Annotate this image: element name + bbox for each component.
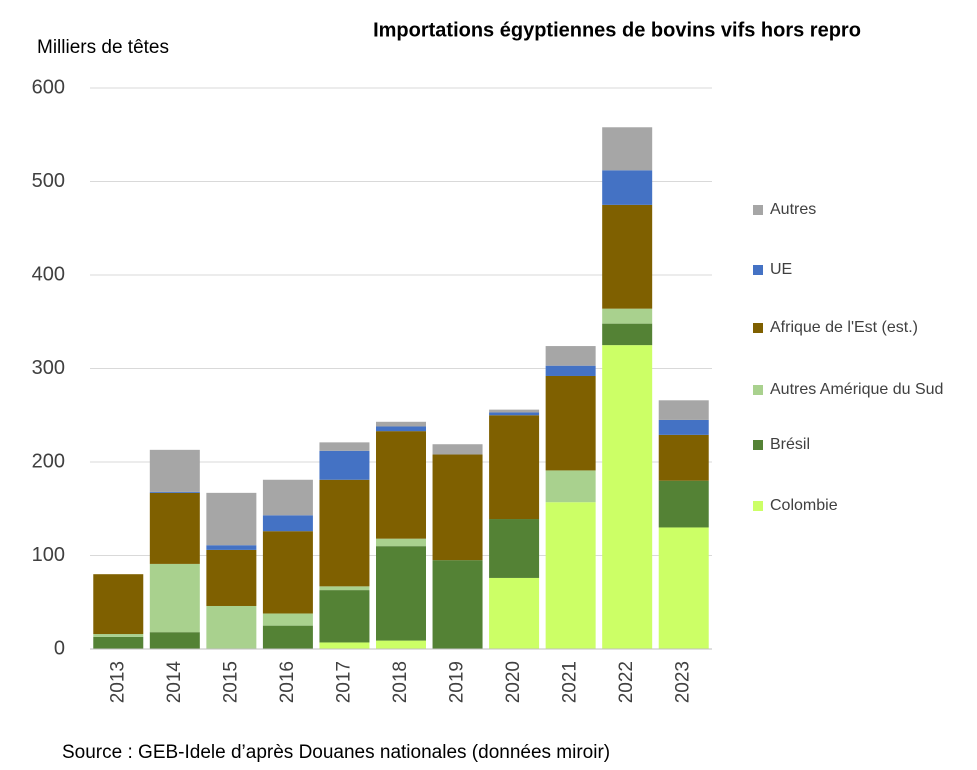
source: Source : GEB-Idele d’après Douanes natio… <box>62 742 610 763</box>
y-tick-label: 200 <box>32 450 65 472</box>
bar-segment <box>376 640 426 649</box>
legend-swatch <box>753 205 763 215</box>
legend-label: Afrique de l'Est (est.) <box>770 319 918 336</box>
legend-swatch <box>753 323 763 333</box>
x-tick-label: 2019 <box>447 661 468 703</box>
bar-segment <box>93 574 144 635</box>
bar-segment <box>376 426 426 432</box>
bar-segment <box>262 515 313 532</box>
bar-segment <box>545 365 596 376</box>
bar-segment <box>545 346 596 366</box>
bar-segment <box>206 605 257 649</box>
bar-segment <box>489 409 540 413</box>
bar-segment <box>489 415 540 520</box>
x-tick-label: 2017 <box>333 661 354 703</box>
x-tick-label: 2018 <box>390 661 411 703</box>
bar-segment <box>602 127 653 171</box>
bar-segment <box>545 375 596 471</box>
bar-segment <box>149 632 200 649</box>
chart-title: Importations égyptiennes de bovins vifs … <box>373 19 861 41</box>
bar-segment <box>149 491 200 493</box>
bar-segment <box>489 519 540 578</box>
bar-segment <box>149 563 200 633</box>
legend-label: Autres <box>770 201 817 218</box>
bar-segment <box>602 204 653 309</box>
legend-label: UE <box>770 261 793 278</box>
bar-segment <box>432 560 483 649</box>
y-tick-label: 0 <box>54 637 65 659</box>
bar-segment <box>432 454 483 561</box>
y-tick-label: 600 <box>32 76 65 98</box>
bar-segment <box>262 479 313 516</box>
x-tick-label: 2015 <box>220 661 241 703</box>
bar-segment <box>658 527 709 649</box>
bar-segment <box>262 531 313 614</box>
y-tick-label: 100 <box>32 544 65 566</box>
bar-segment <box>376 538 426 547</box>
bar-segment <box>602 345 653 649</box>
bar-segment <box>319 642 370 649</box>
bar-segment <box>545 470 596 503</box>
bar-segment <box>489 577 540 649</box>
bar-segment <box>93 634 144 637</box>
bar-segment <box>149 492 200 564</box>
bar-segment <box>376 546 426 641</box>
bar-segment <box>658 434 709 481</box>
x-tick-label: 2016 <box>277 661 298 703</box>
bar-segment <box>319 450 370 480</box>
bar-segment <box>658 419 709 435</box>
legend-label: Brésil <box>770 436 811 453</box>
legend-label: Autres Amérique du Sud <box>770 381 944 398</box>
legend-item: Afrique de l'Est (est.) <box>750 316 960 339</box>
bar-segment <box>262 613 313 626</box>
bar-segment <box>432 444 483 455</box>
bar-segment <box>206 492 257 546</box>
x-tick-label: 2020 <box>503 661 524 703</box>
bar-segment <box>319 479 370 587</box>
bar-segment <box>206 549 257 606</box>
legend-item: Autres Amérique du Sud <box>750 378 960 401</box>
bar-segment <box>319 590 370 643</box>
x-tick-label: 2023 <box>673 661 694 703</box>
y-axis-label: Milliers de têtes <box>37 37 169 58</box>
bar-segment <box>658 400 709 420</box>
legend-label: Colombie <box>770 497 838 514</box>
legend-swatch <box>753 501 763 511</box>
x-tick-label: 2022 <box>616 661 637 703</box>
bar-segment <box>319 586 370 591</box>
legend-swatch <box>753 440 763 450</box>
legend-item: Brésil <box>750 433 960 456</box>
bar-segment <box>489 412 540 416</box>
y-tick-label: 500 <box>32 170 65 192</box>
bar-segment <box>206 545 257 550</box>
bar-segment <box>545 502 596 649</box>
legend-item: UE <box>750 258 960 281</box>
legend-item: Autres <box>750 198 960 221</box>
y-tick-label: 400 <box>32 263 65 285</box>
bar-segment <box>602 308 653 324</box>
y-tick-label: 300 <box>32 357 65 379</box>
x-tick-label: 2013 <box>107 661 128 703</box>
bar-segment <box>93 636 144 649</box>
bar-segment <box>602 170 653 205</box>
bar-segment <box>658 480 709 528</box>
bar-segment <box>602 323 653 346</box>
bar-segment <box>376 431 426 539</box>
x-tick-label: 2021 <box>560 661 581 703</box>
legend-swatch <box>753 265 763 275</box>
bar-segment <box>319 442 370 451</box>
bar-segment <box>149 449 200 492</box>
bar-segment <box>376 421 426 427</box>
bar-segment <box>262 625 313 649</box>
legend-item: Colombie <box>750 494 960 517</box>
legend-swatch <box>753 385 763 395</box>
x-tick-label: 2014 <box>164 661 185 704</box>
